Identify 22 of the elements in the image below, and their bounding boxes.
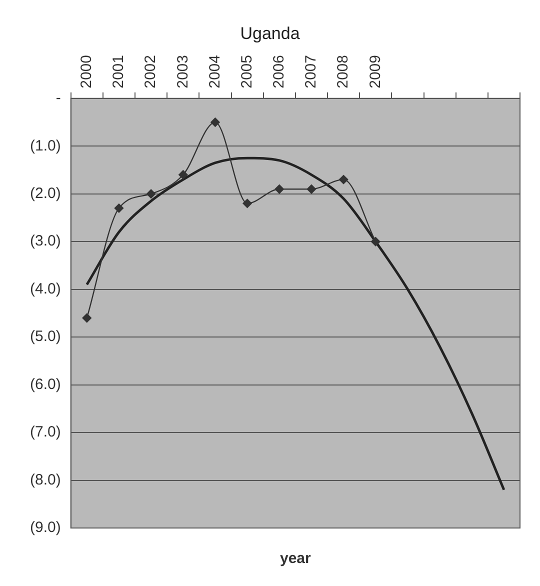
x-tick-label: 2000 <box>78 55 96 88</box>
x-tick-label: 2002 <box>142 55 160 88</box>
y-tick-label: (8.0) <box>30 471 61 488</box>
x-axis-title: year <box>280 550 312 568</box>
x-tick-label: 2008 <box>334 55 352 88</box>
x-tick-label: 2007 <box>302 55 320 88</box>
chart-title: Uganda <box>240 24 300 43</box>
y-tick-label: (1.0) <box>30 137 61 154</box>
x-tick-label: 2006 <box>270 55 288 88</box>
y-tick-label: (3.0) <box>30 232 61 250</box>
x-tick-label: 2005 <box>238 55 256 88</box>
x-tick-label: 2001 <box>110 55 128 88</box>
x-tick-label: 2004 <box>206 55 224 88</box>
y-tick-label: (2.0) <box>30 185 61 202</box>
y-tick-label: (9.0) <box>30 519 61 536</box>
y-tick-label: (5.0) <box>30 328 61 346</box>
y-tick-label: (6.0) <box>30 376 61 393</box>
y-tick-label: - <box>56 90 61 107</box>
y-tick-label: (4.0) <box>30 280 61 298</box>
x-tick-label: 2009 <box>366 55 384 88</box>
x-tick-label: 2003 <box>174 55 192 88</box>
y-tick-label: (7.0) <box>30 424 61 441</box>
